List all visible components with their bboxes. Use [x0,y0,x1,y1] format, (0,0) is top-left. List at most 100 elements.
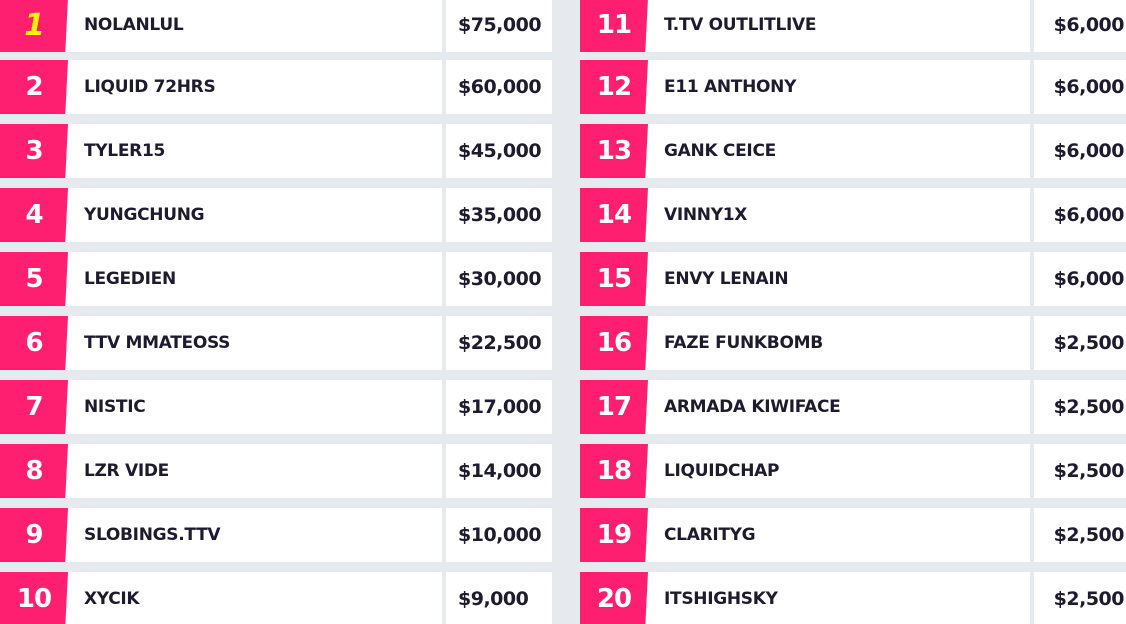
rank-badge: 13 [580,124,648,178]
rank-badge: 10 [0,572,68,624]
player-name: TTV MMATEOSS [84,333,231,353]
prize-divider [442,124,446,178]
prize-divider [442,316,446,370]
prize-amount: $6,000 [1053,14,1125,36]
prize-divider [1030,444,1034,498]
prize-amount: $6,000 [1053,76,1125,98]
prize-divider [1030,0,1034,52]
rank-badge: 11 [580,0,648,52]
leaderboard-row: 15 ENVY LENAIN $6,000 [580,252,1126,306]
rank-badge: 20 [580,572,648,624]
prize-divider [442,252,446,306]
prize-amount: $2,500 [1053,588,1125,610]
prize-divider [1030,316,1034,370]
prize-divider [442,508,446,562]
prize-divider [442,188,446,242]
player-name: GANK CEICE [664,141,776,161]
prize-amount: $2,500 [1053,332,1125,354]
prize-divider [442,0,446,52]
leaderboard-row: 2 LIQUID 72HRS $60,000 [0,60,552,114]
rank-badge: 17 [580,380,648,434]
leaderboard-row: 12 E11 ANTHONY $6,000 [580,60,1126,114]
leaderboard-row: 1 NOLANLUL $75,000 [0,0,552,52]
prize-divider [442,444,446,498]
rank-badge: 18 [580,444,648,498]
player-name: SLOBINGS.TTV [84,525,221,545]
rank-badge: 8 [0,444,68,498]
prize-divider [442,572,446,624]
leaderboard-row: 20 ITSHIGHSKY $2,500 [580,572,1126,624]
rank-badge: 5 [0,252,68,306]
leaderboard-row: 8 LZR VIDE $14,000 [0,444,552,498]
rank-badge: 4 [0,188,68,242]
prize-amount: $6,000 [1053,268,1125,290]
player-name: LEGEDIEN [84,269,176,289]
rank-badge: 14 [580,188,648,242]
leaderboard-row: 16 FAZE FUNKBOMB $2,500 [580,316,1126,370]
leaderboard-row: 5 LEGEDIEN $30,000 [0,252,552,306]
player-name: NISTIC [84,397,146,417]
prize-amount: $45,000 [458,140,542,162]
player-name: CLARITYG [664,525,756,545]
rank-badge: 9 [0,508,68,562]
player-name: TYLER15 [84,141,165,161]
player-name: NOLANLUL [84,15,184,35]
player-name: LIQUIDCHAP [664,461,780,481]
rank-badge: 16 [580,316,648,370]
prize-divider [442,60,446,114]
leaderboard-row: 4 YUNGCHUNG $35,000 [0,188,552,242]
prize-divider [1030,60,1034,114]
player-name: ARMADA KIWIFACE [664,397,841,417]
prize-divider [1030,124,1034,178]
leaderboard-row: 7 NISTIC $17,000 [0,380,552,434]
prize-amount: $6,000 [1053,140,1125,162]
player-name: LIQUID 72HRS [84,77,216,97]
leaderboard-row: 14 VINNY1X $6,000 [580,188,1126,242]
player-name: ENVY LENAIN [664,269,789,289]
prize-divider [442,380,446,434]
prize-amount: $2,500 [1053,396,1125,418]
leaderboard-row: 19 CLARITYG $2,500 [580,508,1126,562]
leaderboard-row: 10 XYCIK $9,000 [0,572,552,624]
prize-amount: $60,000 [458,76,542,98]
prize-amount: $35,000 [458,204,542,226]
rank-badge: 6 [0,316,68,370]
prize-amount: $2,500 [1053,460,1125,482]
leaderboard-row: 11 T.TV OUTLITLIVE $6,000 [580,0,1126,52]
prize-divider [1030,252,1034,306]
prize-amount: $75,000 [458,14,542,36]
player-name: LZR VIDE [84,461,169,481]
player-name: T.TV OUTLITLIVE [664,15,817,35]
player-name: VINNY1X [664,205,748,225]
rank-badge: 3 [0,124,68,178]
prize-amount: $14,000 [458,460,542,482]
player-name: E11 ANTHONY [664,77,797,97]
rank-badge: 2 [0,60,68,114]
rank-badge: 7 [0,380,68,434]
prize-amount: $2,500 [1053,524,1125,546]
prize-amount: $9,000 [458,588,529,610]
rank-badge: 15 [580,252,648,306]
rank-badge: 12 [580,60,648,114]
leaderboard-row: 13 GANK CEICE $6,000 [580,124,1126,178]
prize-divider [1030,572,1034,624]
rank-badge: 1 [0,0,68,52]
prize-amount: $17,000 [458,396,542,418]
rank-badge: 19 [580,508,648,562]
prize-divider [1030,508,1034,562]
leaderboard-row: 6 TTV MMATEOSS $22,500 [0,316,552,370]
prize-amount: $22,500 [458,332,542,354]
leaderboard-row: 3 TYLER15 $45,000 [0,124,552,178]
prize-divider [1030,380,1034,434]
player-name: FAZE FUNKBOMB [664,333,823,353]
prize-amount: $10,000 [458,524,542,546]
prize-amount: $30,000 [458,268,542,290]
prize-amount: $6,000 [1053,204,1125,226]
player-name: YUNGCHUNG [84,205,205,225]
player-name: XYCIK [84,589,140,609]
player-name: ITSHIGHSKY [664,589,778,609]
prize-divider [1030,188,1034,242]
leaderboard-row: 17 ARMADA KIWIFACE $2,500 [580,380,1126,434]
leaderboard-row: 9 SLOBINGS.TTV $10,000 [0,508,552,562]
